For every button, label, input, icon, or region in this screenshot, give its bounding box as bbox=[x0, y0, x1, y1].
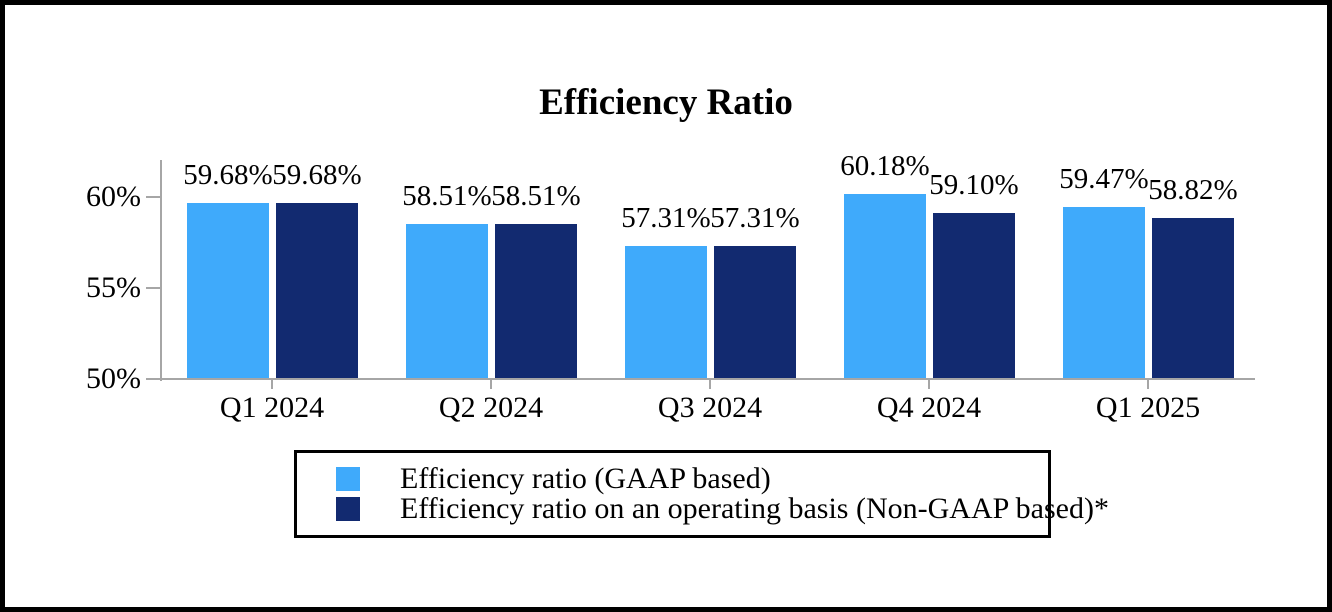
legend-item-gaap: Efficiency ratio (GAAP based) bbox=[336, 462, 1048, 495]
y-axis-tick-label: 60% bbox=[86, 180, 141, 213]
x-tick bbox=[709, 380, 711, 389]
bar-value-label: 58.82% bbox=[1148, 174, 1238, 207]
bar-gaap bbox=[187, 202, 269, 379]
x-tick bbox=[271, 380, 273, 389]
x-tick bbox=[928, 380, 930, 389]
bar-value-label: 57.31% bbox=[621, 201, 711, 234]
plot-area: 50% 55% 60% Q1 2024 59.68% 59.68% Q2 2024 58.51… bbox=[5, 5, 1327, 607]
chart-title: Efficiency Ratio bbox=[539, 82, 793, 123]
y-tick bbox=[146, 196, 160, 198]
bar-value-label: 57.31% bbox=[710, 201, 800, 234]
x-tick bbox=[490, 380, 492, 389]
x-axis-label: Q3 2024 bbox=[657, 391, 763, 424]
bar-value-label: 59.68% bbox=[272, 158, 362, 191]
bar-value-label: 59.47% bbox=[1059, 162, 1149, 195]
bar-nongaap bbox=[714, 245, 796, 379]
x-axis-label: Q1 2025 bbox=[1095, 391, 1201, 424]
x-axis-label: Q2 2024 bbox=[438, 391, 544, 424]
x-axis-label: Q1 2024 bbox=[219, 391, 325, 424]
bar-gaap bbox=[406, 224, 488, 379]
y-tick bbox=[146, 287, 160, 289]
bar-nongaap bbox=[933, 213, 1015, 379]
bar-nongaap bbox=[495, 224, 577, 379]
bar-value-label: 58.51% bbox=[491, 180, 581, 213]
bar-nongaap bbox=[1152, 218, 1234, 379]
bar-gaap bbox=[625, 245, 707, 379]
y-axis-line bbox=[160, 160, 162, 381]
bar-value-label: 58.51% bbox=[402, 180, 492, 213]
legend: Efficiency ratio (GAAP based) Efficiency… bbox=[294, 450, 1109, 538]
bar-value-label: 59.68% bbox=[183, 158, 273, 191]
y-axis-tick-label: 50% bbox=[86, 362, 141, 395]
x-axis-label: Q4 2024 bbox=[876, 391, 982, 424]
y-axis-tick-label: 55% bbox=[86, 271, 141, 304]
legend-swatch-nongaap bbox=[336, 497, 360, 521]
legend-swatch-gaap bbox=[336, 467, 360, 491]
legend-item-nongaap: Efficiency ratio on an operating basis (… bbox=[336, 494, 1109, 524]
bar-value-label: 60.18% bbox=[840, 149, 930, 182]
x-tick bbox=[1147, 380, 1149, 389]
bar-gaap bbox=[1063, 206, 1145, 379]
legend-label-nongaap: Efficiency ratio on an operating basis (… bbox=[400, 492, 1109, 525]
legend-label-gaap: Efficiency ratio (GAAP based) bbox=[400, 462, 771, 495]
bar-nongaap bbox=[276, 202, 358, 379]
bar-gaap bbox=[844, 193, 926, 379]
x-axis-line bbox=[146, 378, 1255, 380]
bar-value-label: 59.10% bbox=[929, 169, 1019, 202]
